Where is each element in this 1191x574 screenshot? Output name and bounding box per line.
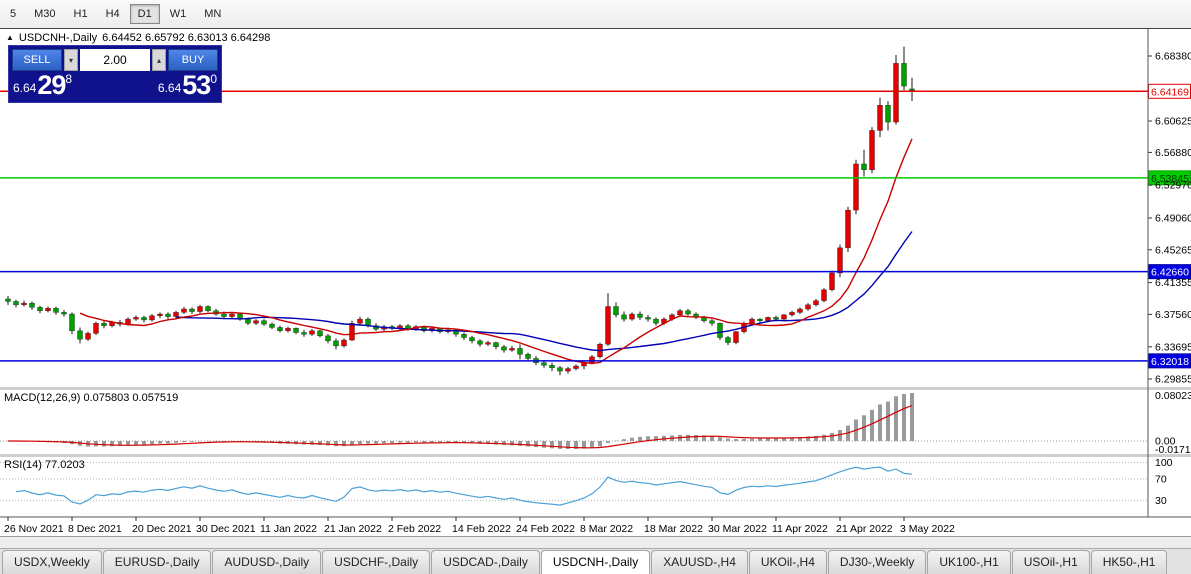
svg-text:6.42660: 6.42660 <box>1151 267 1189 279</box>
rsi-indicator-label: RSI(14) 77.0203 <box>4 459 85 471</box>
chart-tab-dj30-weekly[interactable]: DJ30-,Weekly <box>827 550 927 574</box>
one-click-collapse-icon[interactable]: ▲ <box>6 33 14 42</box>
chart-tab-uk100-h1[interactable]: UK100-,H1 <box>927 550 1011 574</box>
svg-text:14 Feb 2022: 14 Feb 2022 <box>452 523 511 535</box>
chart-tab-ukoil-h4[interactable]: UKOil-,H4 <box>748 550 827 574</box>
timeframe-button-h4[interactable]: H4 <box>98 4 128 24</box>
timeframe-button-h1[interactable]: H1 <box>66 4 96 24</box>
svg-text:6.60625: 6.60625 <box>1155 116 1191 128</box>
chart-canvas[interactable]: 6.64169 6.53845 6.42660 6.32018 6.68380 6.606… <box>0 29 1191 536</box>
svg-text:30 Mar 2022: 30 Mar 2022 <box>708 523 767 535</box>
chart-tab-hk50-h1[interactable]: HK50-,H1 <box>1090 550 1168 574</box>
svg-text:6.68380: 6.68380 <box>1155 50 1191 62</box>
svg-text:6.41355: 6.41355 <box>1155 277 1191 289</box>
svg-text:20 Dec 2021: 20 Dec 2021 <box>132 523 192 535</box>
timeframe-button-mn[interactable]: MN <box>196 4 229 24</box>
symbol-title: USDCNH-,Daily <box>18 32 98 44</box>
svg-text:3 May 2022: 3 May 2022 <box>900 523 955 535</box>
chart-tab-usdchf-daily[interactable]: USDCHF-,Daily <box>322 550 431 574</box>
svg-text:8 Mar 2022: 8 Mar 2022 <box>580 523 633 535</box>
chart-window: 6.64169 6.53845 6.42660 6.32018 6.68380 6.606… <box>0 29 1191 536</box>
symbol-ohlc-values: 6.64452 6.65792 6.63013 6.64298 <box>102 32 271 44</box>
svg-text:8 Dec 2021: 8 Dec 2021 <box>68 523 122 535</box>
sell-price-prefix: 6.64 <box>13 81 37 95</box>
svg-text:2 Feb 2022: 2 Feb 2022 <box>388 523 441 535</box>
svg-text:6.33695: 6.33695 <box>1155 341 1191 353</box>
timeframe-button-d1[interactable]: D1 <box>129 4 160 24</box>
svg-text:6.52970: 6.52970 <box>1155 180 1191 192</box>
svg-text:0.08023: 0.08023 <box>1155 390 1191 402</box>
sell-button[interactable]: SELL <box>12 49 62 71</box>
sell-price[interactable]: 6.64 29 8 <box>13 70 73 100</box>
svg-text:26 Nov 2021: 26 Nov 2021 <box>4 523 64 535</box>
buy-button[interactable]: BUY <box>168 49 218 71</box>
timeframe-button-m30[interactable]: M30 <box>26 4 63 24</box>
chart-tab-usdcnh-daily[interactable]: USDCNH-,Daily <box>540 550 651 574</box>
chart-tab-audusd-daily[interactable]: AUDUSD-,Daily <box>212 550 322 574</box>
chart-tab-usoil-h1[interactable]: USOil-,H1 <box>1011 550 1090 574</box>
svg-text:11 Jan 2022: 11 Jan 2022 <box>260 523 317 535</box>
buy-price-big: 53 <box>182 70 211 100</box>
svg-text:21 Jan 2022: 21 Jan 2022 <box>324 523 382 535</box>
timeframe-button-5[interactable]: 5 <box>2 4 24 24</box>
svg-text:24 Feb 2022: 24 Feb 2022 <box>516 523 575 535</box>
timeframe-toolbar: 5 M30 H1 H4 D1 W1 MN <box>0 0 1191 29</box>
svg-text:6.37560: 6.37560 <box>1155 309 1191 321</box>
chart-tab-eurusd-daily[interactable]: EURUSD-,Daily <box>102 550 212 574</box>
chart-horizontal-scrollbar[interactable] <box>0 536 1191 548</box>
chart-tab-usdcad-daily[interactable]: USDCAD-,Daily <box>431 550 540 574</box>
one-click-trading-panel: SELL ▾ 2.00 ▴ BUY 6.64 29 8 6.64 53 0 <box>8 45 222 103</box>
chart-tab-usdx-weekly[interactable]: USDX,Weekly <box>2 550 102 574</box>
sell-price-big: 29 <box>37 70 66 100</box>
svg-text:0.00: 0.00 <box>1155 436 1176 448</box>
svg-text:21 Apr 2022: 21 Apr 2022 <box>836 523 893 535</box>
volume-input[interactable]: 2.00 <box>80 49 150 71</box>
svg-text:18 Mar 2022: 18 Mar 2022 <box>644 523 703 535</box>
svg-text:6.49060: 6.49060 <box>1155 212 1191 224</box>
svg-text:6.29855: 6.29855 <box>1155 373 1191 385</box>
volume-decrease-button[interactable]: ▾ <box>64 49 78 71</box>
buy-price[interactable]: 6.64 53 0 <box>157 70 217 100</box>
svg-text:100: 100 <box>1155 457 1173 469</box>
buy-price-prefix: 6.64 <box>157 81 182 95</box>
svg-text:30 Dec 2021: 30 Dec 2021 <box>196 523 256 535</box>
svg-text:6.45265: 6.45265 <box>1155 244 1191 256</box>
svg-text:30: 30 <box>1155 495 1167 507</box>
svg-text:6.56880: 6.56880 <box>1155 147 1191 159</box>
chart-tab-bar: USDX,Weekly EURUSD-,Daily AUDUSD-,Daily USD… <box>0 548 1191 574</box>
svg-text:6.64169: 6.64169 <box>1151 86 1189 98</box>
macd-indicator-label: MACD(12,26,9) 0.075803 0.057519 <box>4 392 179 404</box>
symbol-info: ▲ USDCNH-,Daily 6.64452 6.65792 6.63013 … <box>6 32 270 44</box>
buy-price-sup: 0 <box>210 72 217 86</box>
svg-text:11 Apr 2022: 11 Apr 2022 <box>772 523 828 535</box>
svg-text:-0.017166: -0.017166 <box>1155 444 1191 456</box>
svg-text:6.53845: 6.53845 <box>1151 173 1189 185</box>
timeframe-button-w1[interactable]: W1 <box>162 4 195 24</box>
volume-increase-button[interactable]: ▴ <box>152 49 166 71</box>
svg-text:70: 70 <box>1155 473 1167 485</box>
svg-text:6.32018: 6.32018 <box>1151 356 1189 368</box>
chart-tab-xauusd-h4[interactable]: XAUUSD-,H4 <box>651 550 748 574</box>
sell-price-sup: 8 <box>65 72 73 86</box>
